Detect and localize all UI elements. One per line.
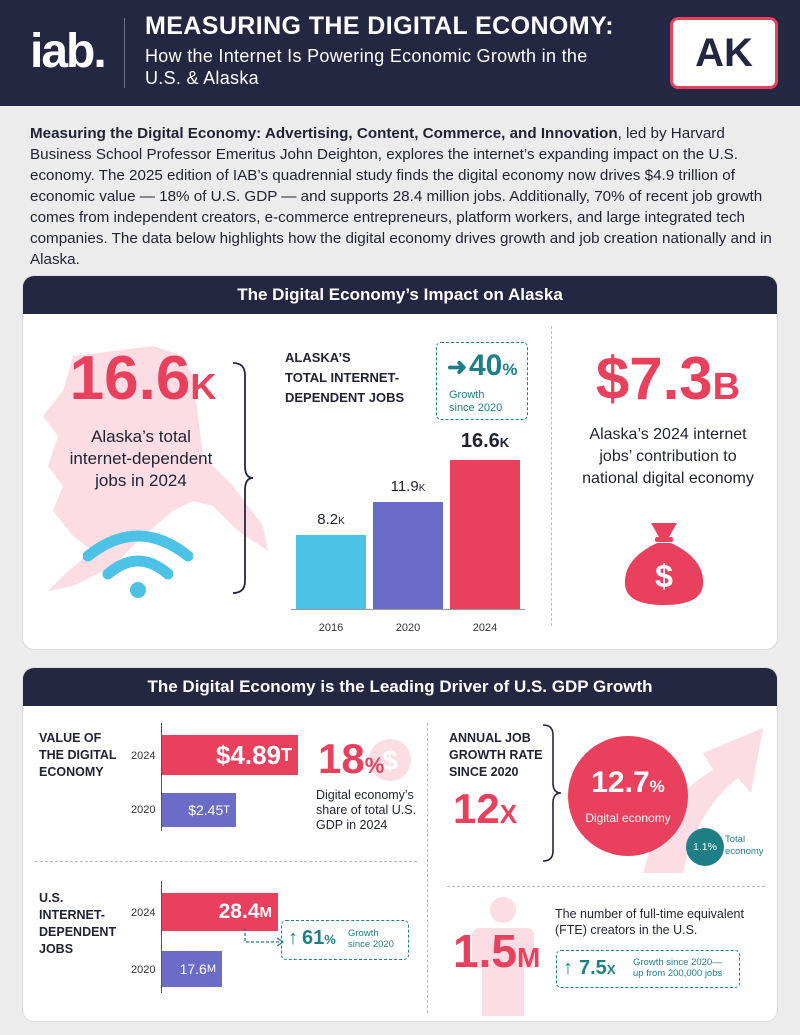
chart-value-label-2024: 16.6K	[460, 430, 510, 452]
intro-bold: Measuring the Digital Economy: Advertisi…	[30, 125, 618, 142]
alaska-growth-label: Growth since 2020	[449, 389, 503, 414]
digital-rate-value: 12.7%	[591, 766, 665, 799]
creators-value: 1.5M	[453, 925, 541, 977]
creators-growth-box: ↑ 7.5X Growth since 2020— up from 200,000…	[556, 950, 740, 988]
state-badge: AK	[670, 17, 778, 89]
creators-caption: The number of full-time equivalent (FTE)…	[555, 907, 744, 937]
total-rate-circle: 1.1%	[686, 828, 724, 866]
gdp-divider-v	[427, 723, 428, 1013]
chart-bar-2024	[450, 460, 520, 609]
chart-tick-label-2024: 2024	[472, 622, 498, 634]
alaska-card: The Digital Economy’s Impact on Alaska 1…	[22, 275, 778, 650]
brace-icon	[232, 362, 254, 594]
jobs-2020-year: 2020	[131, 964, 156, 976]
chart-title: ALASKA’S TOTAL INTERNET- DEPENDENT JOBS	[285, 350, 405, 405]
annual-multiplier: 12X	[453, 785, 518, 832]
chart-x-axis	[291, 609, 525, 610]
chart-bar-2020	[373, 502, 443, 609]
digital-rate-label: Digital economy	[585, 811, 671, 825]
alaska-growth-box: ➜ 40% Growth since 2020	[436, 342, 528, 420]
svg-text:$: $	[382, 745, 398, 776]
value-label: VALUE OF THE DIGITAL ECONOMY	[39, 731, 117, 779]
alaska-growth-value: 40%	[469, 349, 518, 382]
jobs-axis	[161, 881, 162, 993]
chart-value-label-2020: 11.9K	[390, 478, 426, 495]
creators-growth-arrow-icon: ↑	[563, 957, 573, 979]
chart-bar-2016	[296, 535, 366, 609]
jobs-2020-bar: 17.6 M	[162, 951, 222, 987]
total-rate-label: Total economy	[725, 834, 764, 857]
chart-value-label-2016: 8.2K	[317, 511, 345, 528]
header-divider	[124, 18, 125, 88]
annual-brace-icon	[542, 724, 562, 862]
gdp-divider-h2	[447, 886, 765, 887]
share-caption: Digital economy’s share of total U.S. GD…	[316, 788, 417, 832]
svg-text:$: $	[655, 558, 673, 594]
dollar-coin-icon: $	[369, 739, 411, 781]
intro-paragraph: Measuring the Digital Economy: Advertisi…	[30, 123, 775, 270]
page-subtitle: How the Internet Is Powering Economic Gr…	[145, 46, 588, 88]
jobs-growth-value: 61%	[302, 927, 336, 949]
growth-arrow-icon: ➜	[447, 354, 468, 381]
share-value: 18%	[318, 735, 385, 782]
wifi-icon	[83, 530, 193, 598]
jobs-growth-box: ↑ 61% Growth since 2020	[281, 920, 409, 960]
alaska-big-number: 16.6K	[69, 344, 217, 413]
jobs-2024-bar: 28.4 M	[162, 893, 278, 931]
value-2020-year: 2020	[131, 804, 156, 816]
iab-logo: iab.	[30, 25, 107, 78]
creators-growth-value: 7.5X	[579, 957, 616, 979]
growth-arrow-bg-icon	[643, 728, 763, 873]
section-divider	[551, 326, 552, 626]
person-icon	[472, 897, 534, 1016]
connector-arrow-icon	[244, 928, 285, 947]
alaska-contribution-value: $7.3B	[595, 345, 741, 412]
digital-rate-circle	[568, 736, 688, 856]
chart-tick-label-2016: 2016	[318, 622, 344, 634]
gdp-section-title: The Digital Economy is the Leading Drive…	[23, 668, 777, 706]
alaska-map-icon	[43, 346, 268, 591]
value-2024-bar: $4.89 T	[162, 735, 298, 775]
intro-text: , led by Harvard Business School Profess…	[30, 125, 772, 268]
jobs-2024-year: 2024	[131, 907, 156, 919]
creators-growth-label: Growth since 2020— up from 200,000 jobs	[633, 957, 723, 979]
gdp-divider-h	[35, 861, 417, 862]
value-axis	[161, 723, 162, 831]
value-2024-year: 2024	[131, 750, 156, 762]
header: iab. MEASURING THE DIGITAL ECONOMY: How …	[0, 0, 800, 106]
chart-tick-label-2020: 2020	[395, 622, 421, 634]
alaska-big-caption: Alaska’s total internet-dependent jobs i…	[69, 427, 213, 490]
annual-label: ANNUAL JOB GROWTH RATE SINCE 2020	[449, 731, 543, 779]
gdp-card: The Digital Economy is the Leading Drive…	[22, 667, 778, 1022]
jobs-growth-arrow-icon: ↑	[288, 927, 298, 949]
value-2020-bar: $2.45 T	[162, 793, 236, 827]
alaska-section-title: The Digital Economy’s Impact on Alaska	[23, 276, 777, 314]
jobs-growth-label: Growth since 2020	[348, 928, 394, 950]
page-title: MEASURING THE DIGITAL ECONOMY:	[145, 12, 614, 40]
jobs-label: U.S. INTERNET- DEPENDENT JOBS	[39, 891, 117, 956]
money-bag-icon: $	[624, 523, 704, 605]
alaska-contribution-caption: Alaska’s 2024 internet jobs’ contributio…	[582, 426, 754, 487]
